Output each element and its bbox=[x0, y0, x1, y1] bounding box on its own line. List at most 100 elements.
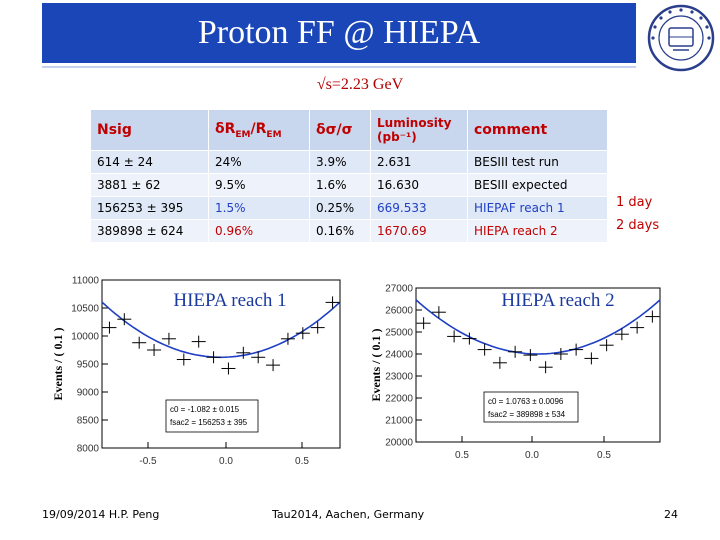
table-row: 156253 ± 395 1.5% 0.25% 669.533 HIEPAF r… bbox=[90, 196, 608, 220]
y-tick-label: 9500 bbox=[77, 360, 100, 371]
footer-page-number: 24 bbox=[664, 508, 678, 521]
y-tick-label: 24000 bbox=[385, 350, 413, 361]
table-cell: HIEPA reach 2 bbox=[467, 219, 608, 243]
data-point bbox=[645, 310, 660, 323]
y-tick-label: 26000 bbox=[385, 306, 413, 317]
data-point bbox=[280, 332, 295, 345]
data-point bbox=[295, 327, 310, 340]
table-row: 614 ± 24 24% 3.9% 2.631 BESIII test run bbox=[90, 150, 608, 174]
table-cell: 156253 ± 395 bbox=[90, 196, 209, 220]
table-cell: 2.631 bbox=[370, 150, 468, 174]
title-divider bbox=[42, 66, 636, 68]
plot-title: HIEPA reach 1 bbox=[173, 290, 286, 311]
data-point bbox=[132, 336, 147, 349]
table-cell: 24% bbox=[208, 150, 310, 174]
data-point bbox=[492, 356, 507, 369]
y-tick-label: 22000 bbox=[385, 394, 413, 405]
x-tick-label: 0.0 bbox=[219, 456, 233, 467]
fit-plot-reach-2: Events / ( 0.1 ) 20000 21000 22000 23000 2400… bbox=[369, 284, 661, 461]
header-sigma: δσ/σ bbox=[309, 109, 371, 151]
data-point bbox=[538, 361, 553, 374]
y-tick-label: 9000 bbox=[77, 388, 100, 399]
y-axis-label: Events / ( 0.1 ) bbox=[51, 328, 65, 401]
table-cell: 614 ± 24 bbox=[90, 150, 209, 174]
data-point bbox=[251, 351, 266, 364]
x-tick-label: 0.5 bbox=[597, 450, 611, 461]
table-cell: HIEPAF reach 1 bbox=[467, 196, 608, 220]
table-cell: 3.9% bbox=[309, 150, 371, 174]
data-point bbox=[477, 343, 492, 356]
table-cell: 1.5% bbox=[208, 196, 310, 220]
data-point bbox=[102, 321, 117, 334]
data-point bbox=[161, 332, 176, 345]
table-cell: 0.16% bbox=[309, 219, 371, 243]
y-tick-label: 10500 bbox=[71, 304, 99, 315]
y-tick-label: 25000 bbox=[385, 328, 413, 339]
header-comment: comment bbox=[467, 109, 608, 151]
data-point bbox=[325, 296, 340, 309]
table-cell: 3881 ± 62 bbox=[90, 173, 209, 197]
fit-plot-reach-1: Events / ( 0.1 ) 8000 8500 9000 9500 10000 105… bbox=[51, 276, 341, 467]
data-point bbox=[630, 321, 645, 334]
fit-parameter-box bbox=[165, 399, 259, 433]
table-row: 389898 ± 624 0.96% 0.16% 1670.69 HIEPA r… bbox=[90, 219, 608, 243]
data-point bbox=[117, 313, 132, 326]
x-tick-label: 0.5 bbox=[295, 456, 309, 467]
data-point bbox=[147, 344, 162, 356]
y-tick-label: 21000 bbox=[385, 416, 413, 427]
plot-title: HIEPA reach 2 bbox=[501, 290, 614, 311]
table-cell: 9.5% bbox=[208, 173, 310, 197]
data-point bbox=[206, 351, 221, 364]
fit-curve bbox=[415, 299, 661, 355]
data-point bbox=[236, 346, 251, 359]
fit-parameter-c0: c0 = 1.0763 ± 0.0096 bbox=[488, 397, 564, 406]
table-cell: 16.630 bbox=[370, 173, 468, 197]
data-point bbox=[416, 317, 431, 330]
header-rem: δREM/REM bbox=[208, 109, 310, 151]
x-tick-label: -0.5 bbox=[139, 456, 157, 467]
fit-parameter-c0: c0 = -1.082 ± 0.015 bbox=[170, 405, 240, 414]
data-point bbox=[176, 353, 191, 366]
data-point bbox=[508, 345, 523, 358]
y-tick-label: 20000 bbox=[385, 438, 413, 449]
data-point bbox=[599, 339, 614, 352]
university-seal-logo bbox=[647, 4, 715, 72]
fit-parameter-fsac2: fsac2 = 389898 ± 534 bbox=[488, 410, 566, 419]
y-axis-label: Events / ( 0.1 ) bbox=[369, 329, 383, 402]
data-point bbox=[221, 362, 236, 375]
y-tick-label: 8000 bbox=[77, 444, 100, 455]
footer-date-author: 19/09/2014 H.P. Peng bbox=[42, 508, 160, 521]
data-point bbox=[614, 328, 629, 341]
data-point bbox=[553, 348, 568, 360]
results-table: Nsig δREM/REM δσ/σ Luminosity (pb⁻¹) com… bbox=[90, 109, 608, 243]
data-point bbox=[266, 359, 281, 372]
data-point bbox=[431, 306, 446, 319]
y-tick-label: 11000 bbox=[72, 276, 100, 287]
table-cell: 1670.69 bbox=[370, 219, 468, 243]
slide-title: Proton FF @ HIEPA bbox=[197, 14, 481, 51]
note-one-day: 1 day bbox=[616, 195, 653, 210]
y-tick-label: 10000 bbox=[71, 332, 99, 343]
y-tick-label: 23000 bbox=[385, 372, 413, 383]
fit-parameter-box bbox=[483, 391, 579, 423]
data-point bbox=[569, 343, 584, 356]
data-point bbox=[191, 335, 206, 348]
data-point bbox=[584, 352, 599, 365]
table-cell: BESIII test run bbox=[467, 150, 608, 174]
footer-conference: Tau2014, Aachen, Germany bbox=[272, 508, 425, 521]
table-cell: 1.6% bbox=[309, 173, 371, 197]
table-cell: 0.96% bbox=[208, 219, 310, 243]
energy-label: √s=2.23 GeV bbox=[316, 76, 404, 93]
title-bar: Proton FF @ HIEPA bbox=[42, 3, 636, 63]
data-point bbox=[447, 330, 462, 343]
header-nsig: Nsig bbox=[90, 109, 209, 151]
table-cell: 0.25% bbox=[309, 196, 371, 220]
note-two-days: 2 days bbox=[616, 218, 660, 233]
data-point bbox=[462, 332, 477, 345]
table-cell: 669.533 bbox=[370, 196, 468, 220]
table-cell: 389898 ± 624 bbox=[90, 219, 209, 243]
fit-parameter-fsac2: fsac2 = 156253 ± 395 bbox=[170, 418, 248, 427]
x-tick-label: 0.5 bbox=[455, 450, 469, 461]
header-luminosity: Luminosity (pb⁻¹) bbox=[370, 109, 468, 151]
table-row: 3881 ± 62 9.5% 1.6% 16.630 BESIII expect… bbox=[90, 173, 608, 197]
